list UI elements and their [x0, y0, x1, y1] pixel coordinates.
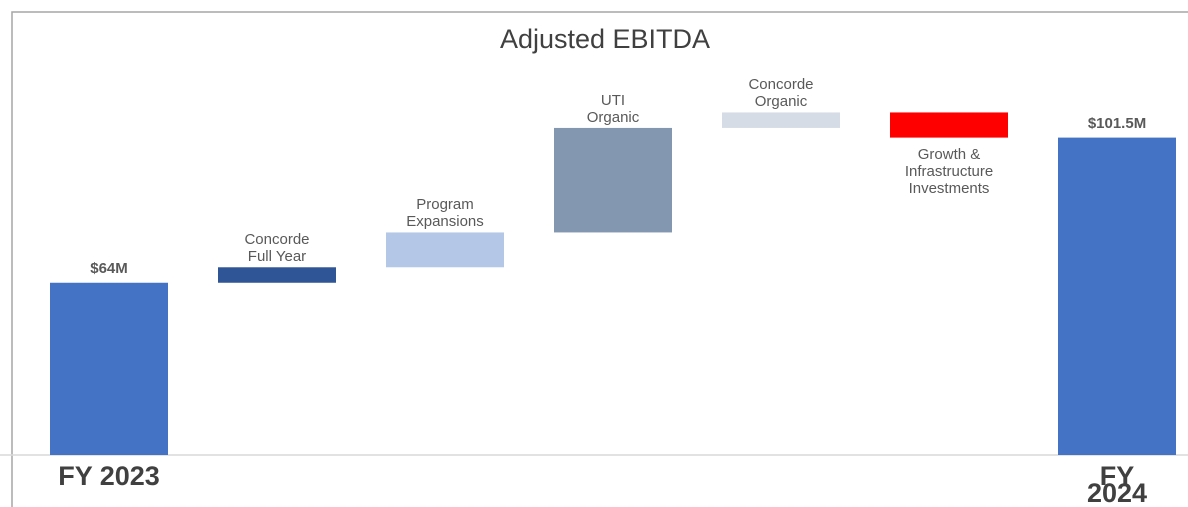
chart-title: Adjusted EBITDA [499, 24, 711, 54]
x-tick-label: FY 2023 [58, 461, 160, 491]
bar [1058, 137, 1176, 455]
bar [890, 112, 1008, 138]
value-label: $64M [90, 259, 128, 277]
frame [11, 11, 1188, 507]
bar [722, 112, 840, 128]
value-label: $101.5M [1087, 114, 1147, 132]
bar [386, 232, 504, 268]
x-tick-label: FY 2024 [1086, 461, 1148, 507]
bar [218, 267, 336, 283]
category-label: UTI Organic [586, 91, 640, 126]
category-label: Concorde Full Year [244, 231, 310, 266]
category-label: Concorde Organic [748, 76, 814, 111]
bar [554, 127, 672, 233]
category-label: Program Expansions [406, 196, 484, 231]
category-label: Growth & Infrastructure Investments [904, 145, 994, 197]
bar [50, 282, 168, 455]
